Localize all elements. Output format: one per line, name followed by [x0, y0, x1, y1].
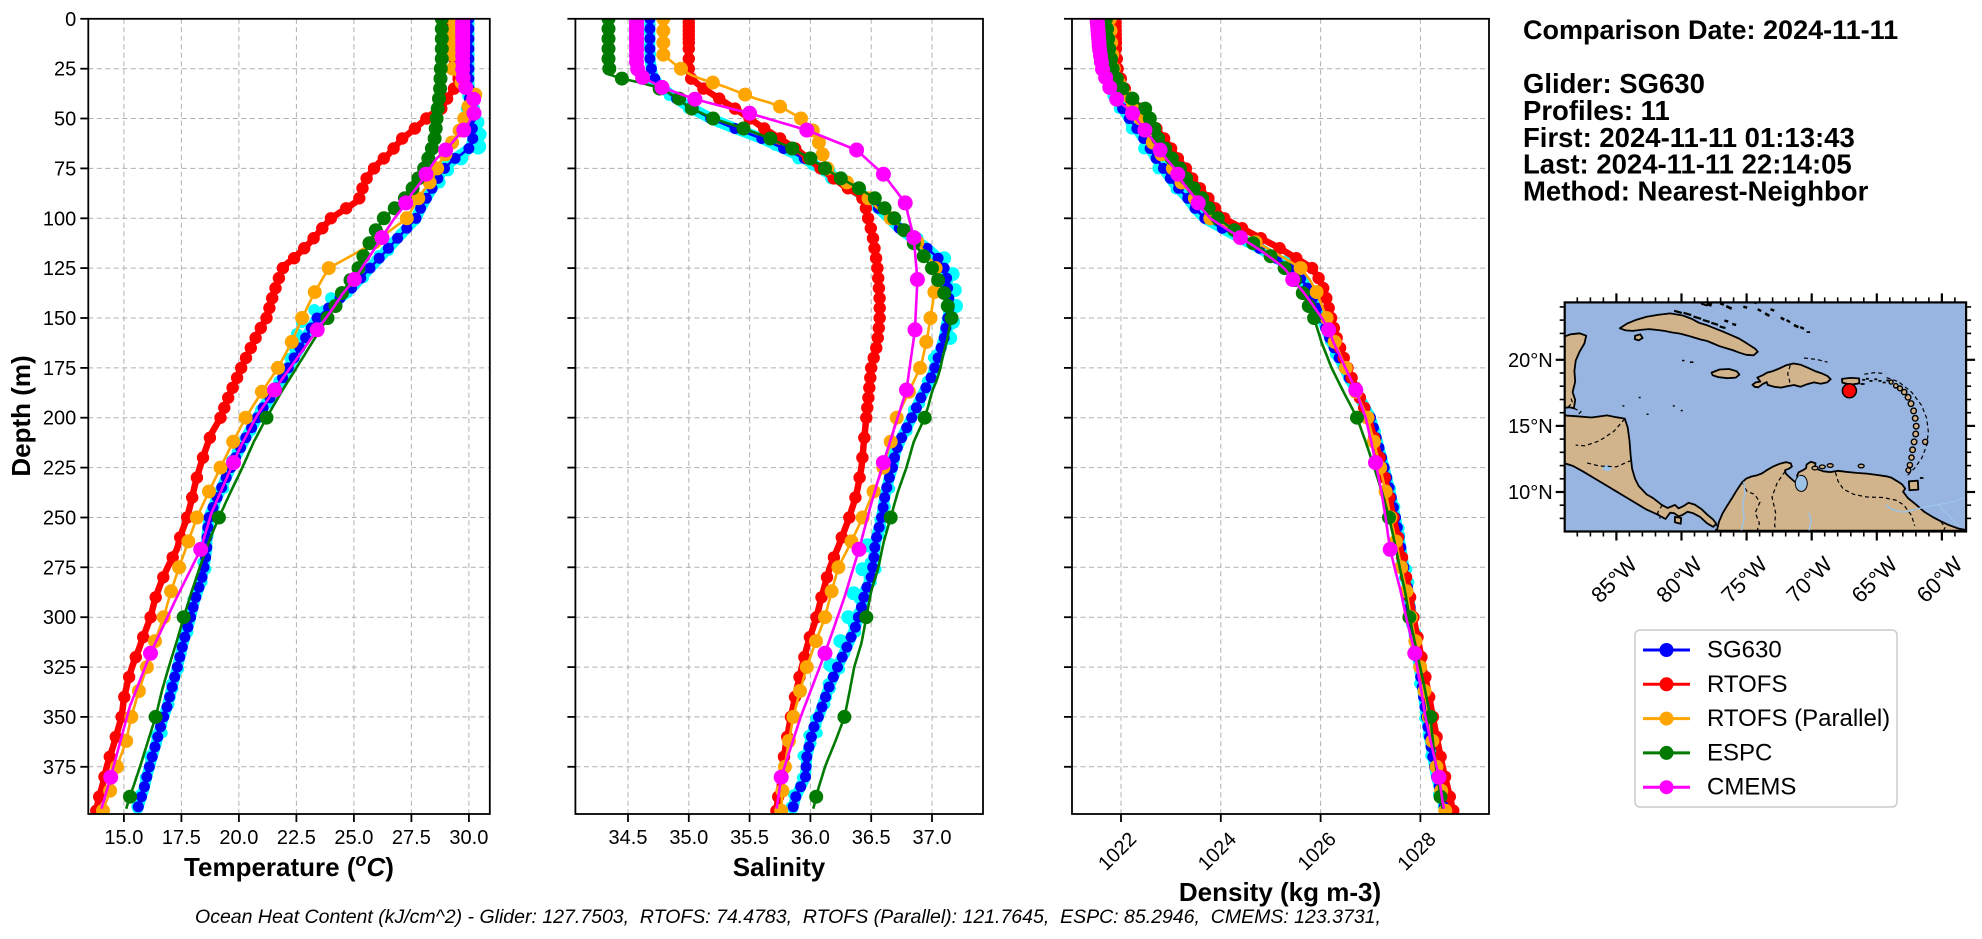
- svg-text:75: 75: [54, 158, 76, 180]
- svg-text:RTOFS: RTOFS: [1707, 671, 1787, 698]
- svg-text:350: 350: [43, 707, 76, 729]
- svg-text:36.5: 36.5: [852, 827, 891, 849]
- svg-text:Ocean Heat Content (kJ/cm^2) -: Ocean Heat Content (kJ/cm^2) - Glider: 1…: [195, 906, 1381, 928]
- svg-text:25: 25: [54, 59, 76, 81]
- svg-text:20°N: 20°N: [1508, 350, 1553, 372]
- svg-text:CMEMS: CMEMS: [1707, 774, 1796, 801]
- svg-text:250: 250: [43, 508, 76, 530]
- svg-text:30.0: 30.0: [449, 827, 488, 849]
- svg-text:Comparison Date: 2024-11-11: Comparison Date: 2024-11-11: [1523, 15, 1898, 45]
- svg-text:Last: 2024-11-11 22:14:05: Last: 2024-11-11 22:14:05: [1523, 149, 1852, 180]
- svg-text:50: 50: [54, 109, 76, 131]
- svg-text:325: 325: [43, 657, 76, 679]
- svg-text:27.5: 27.5: [392, 827, 431, 849]
- svg-text:Profiles: 11: Profiles: 11: [1523, 95, 1670, 126]
- svg-text:34.5: 34.5: [609, 827, 648, 849]
- svg-text:225: 225: [43, 458, 76, 480]
- svg-text:SG630: SG630: [1707, 637, 1782, 664]
- svg-text:10°N: 10°N: [1508, 482, 1553, 504]
- svg-text:25.0: 25.0: [334, 827, 373, 849]
- svg-text:375: 375: [43, 757, 76, 779]
- svg-text:20.0: 20.0: [219, 827, 258, 849]
- svg-text:Salinity: Salinity: [733, 852, 826, 882]
- svg-text:17.5: 17.5: [162, 827, 201, 849]
- svg-text:First: 2024-11-11 01:13:43: First: 2024-11-11 01:13:43: [1523, 122, 1855, 153]
- svg-text:275: 275: [43, 557, 76, 579]
- svg-text:37.0: 37.0: [913, 827, 952, 849]
- svg-text:36.0: 36.0: [791, 827, 830, 849]
- svg-text:15.0: 15.0: [104, 827, 143, 849]
- svg-text:Depth (m): Depth (m): [6, 355, 36, 476]
- svg-text:150: 150: [43, 308, 76, 330]
- svg-text:125: 125: [43, 258, 76, 280]
- svg-text:35.5: 35.5: [730, 827, 769, 849]
- svg-text:15°N: 15°N: [1508, 416, 1553, 438]
- svg-text:Density (kg m-3): Density (kg m-3): [1179, 877, 1381, 907]
- svg-text:ESPC: ESPC: [1707, 739, 1772, 766]
- svg-text:0: 0: [65, 9, 76, 31]
- svg-text:Glider: SG630: Glider: SG630: [1523, 68, 1705, 99]
- svg-text:175: 175: [43, 358, 76, 380]
- svg-text:22.5: 22.5: [277, 827, 316, 849]
- svg-text:200: 200: [43, 408, 76, 430]
- svg-text:RTOFS (Parallel): RTOFS (Parallel): [1707, 705, 1890, 732]
- svg-text:100: 100: [43, 208, 76, 230]
- svg-text:300: 300: [43, 607, 76, 629]
- svg-text:35.0: 35.0: [669, 827, 708, 849]
- svg-text:Method: Nearest-Neighbor: Method: Nearest-Neighbor: [1523, 176, 1869, 207]
